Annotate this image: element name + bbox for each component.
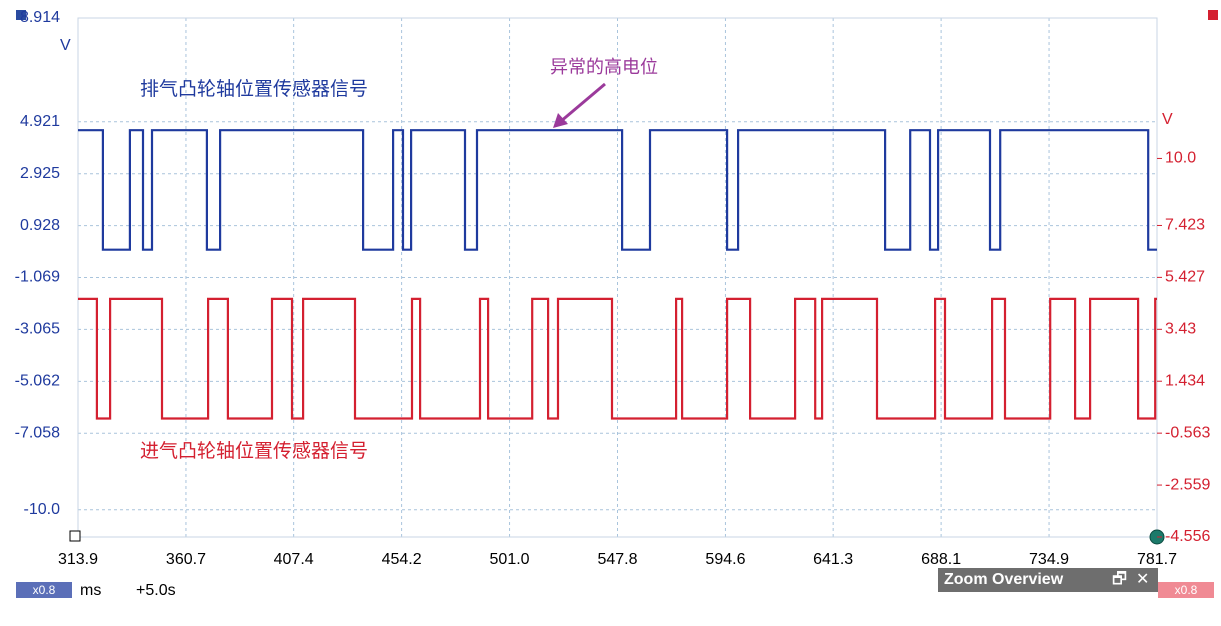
y2-tick-label: -4.556 xyxy=(1165,528,1210,545)
x-tick-label: 313.9 xyxy=(58,551,98,568)
x-tick-label: 734.9 xyxy=(1029,551,1069,568)
series-label: 排气凸轮轴位置传感器信号 xyxy=(140,78,368,100)
y2-tick-label: 1.434 xyxy=(1165,372,1205,389)
y-tick-label: -7.058 xyxy=(15,424,60,441)
y2-tick-label: 10.0 xyxy=(1165,150,1196,167)
left-marker xyxy=(16,10,26,20)
y-tick-label: 0.928 xyxy=(20,217,60,234)
x-tick-label: 360.7 xyxy=(166,551,206,568)
zoom-left-box xyxy=(16,582,72,598)
annotation-arrow xyxy=(559,82,606,124)
y2-tick-label: -0.563 xyxy=(1165,424,1210,441)
y-tick-label: 4.921 xyxy=(20,113,60,130)
y-tick-label: 2.925 xyxy=(20,165,60,182)
signal-line xyxy=(78,297,1157,420)
arrow-head xyxy=(553,113,568,128)
zoom-panel-title: Zoom Overview xyxy=(944,571,1064,588)
restore-button[interactable]: 🗗 xyxy=(1112,571,1127,588)
close-button[interactable]: ✕ xyxy=(1136,571,1149,588)
y-tick-label: -10.0 xyxy=(24,501,61,518)
x-tick-label: 594.6 xyxy=(705,551,745,568)
signal-line xyxy=(78,129,1157,251)
zoom-left: x0.8 xyxy=(33,583,56,597)
zoom-panel[interactable] xyxy=(938,568,1158,592)
right-marker xyxy=(1208,10,1218,20)
x-tick-label: 547.8 xyxy=(597,551,637,568)
x-tick-label: 407.4 xyxy=(274,551,314,568)
x-tick-label: 501.0 xyxy=(490,551,530,568)
y2-tick-label: -2.559 xyxy=(1165,476,1210,493)
x-marker xyxy=(69,530,81,542)
x-tick-label: 688.1 xyxy=(921,551,961,568)
zoom-right-box xyxy=(1158,582,1214,598)
series-label: 进气凸轮轴位置传感器信号 xyxy=(140,440,368,462)
annotation: 异常的高电位 xyxy=(550,57,658,77)
x-tick-label: 641.3 xyxy=(813,551,853,568)
x-tick-label: 454.2 xyxy=(382,551,422,568)
y2-unit: V xyxy=(1162,111,1173,128)
y-tick-label: -3.065 xyxy=(15,321,60,338)
x-tick-label: 781.7 xyxy=(1137,551,1177,568)
y-tick-label: -5.062 xyxy=(15,373,60,390)
y-unit: V xyxy=(60,37,71,54)
time-offset: +5.0s xyxy=(136,582,176,599)
y2-tick-label: 3.43 xyxy=(1165,321,1196,338)
y-tick-label: 8.914 xyxy=(20,9,60,26)
y-tick-label: -1.069 xyxy=(15,269,60,286)
y2-tick-label: 5.427 xyxy=(1165,269,1205,286)
x-unit: ms xyxy=(80,582,101,599)
zoom-right: x0.8 xyxy=(1175,583,1198,597)
y2-tick-label: 7.423 xyxy=(1165,217,1205,234)
